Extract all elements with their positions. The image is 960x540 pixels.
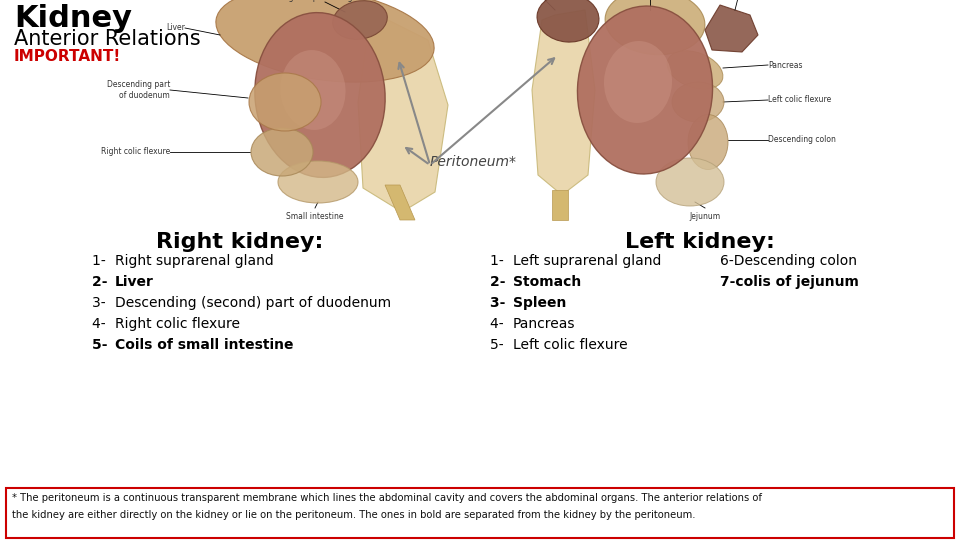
Text: * The peritoneum is a continuous transparent membrane which lines the abdominal : * The peritoneum is a continuous transpa… bbox=[12, 493, 762, 503]
Text: Left kidney:: Left kidney: bbox=[625, 232, 775, 252]
Ellipse shape bbox=[656, 158, 724, 206]
Text: Right kidney:: Right kidney: bbox=[156, 232, 324, 252]
Ellipse shape bbox=[537, 0, 599, 42]
Text: Right suprarenal gland: Right suprarenal gland bbox=[281, 0, 370, 2]
Text: Liver: Liver bbox=[166, 24, 185, 32]
Text: 3-: 3- bbox=[92, 296, 110, 310]
Text: Spleen: Spleen bbox=[513, 296, 566, 310]
Text: 1-: 1- bbox=[92, 254, 110, 268]
Text: 2-: 2- bbox=[92, 275, 112, 289]
Text: Left suprarenal gland: Left suprarenal gland bbox=[513, 254, 661, 268]
FancyBboxPatch shape bbox=[6, 488, 954, 538]
Text: 4-: 4- bbox=[490, 317, 508, 331]
Ellipse shape bbox=[604, 41, 672, 123]
Ellipse shape bbox=[688, 114, 728, 170]
Text: Stomach: Stomach bbox=[513, 275, 581, 289]
Text: 4-: 4- bbox=[92, 317, 110, 331]
Text: Pancreas: Pancreas bbox=[768, 60, 803, 70]
Text: 2-: 2- bbox=[490, 275, 511, 289]
Text: Liver: Liver bbox=[115, 275, 154, 289]
Text: Left colic flexure: Left colic flexure bbox=[768, 96, 831, 105]
Text: Descending colon: Descending colon bbox=[768, 136, 836, 145]
Ellipse shape bbox=[280, 50, 346, 130]
Text: 3-: 3- bbox=[490, 296, 511, 310]
PathPatch shape bbox=[532, 10, 595, 195]
Text: 6-Descending colon: 6-Descending colon bbox=[720, 254, 857, 268]
Text: IMPORTANT!: IMPORTANT! bbox=[14, 49, 121, 64]
Text: 5-: 5- bbox=[92, 338, 112, 352]
PathPatch shape bbox=[552, 190, 568, 220]
Ellipse shape bbox=[578, 6, 712, 174]
Ellipse shape bbox=[254, 12, 385, 177]
Text: Anterior Relations: Anterior Relations bbox=[14, 29, 201, 49]
Text: Pancreas: Pancreas bbox=[513, 317, 575, 331]
Text: Small intestine: Small intestine bbox=[286, 212, 344, 221]
PathPatch shape bbox=[705, 5, 758, 52]
Ellipse shape bbox=[249, 73, 321, 131]
Text: Descending (second) part of duodenum: Descending (second) part of duodenum bbox=[115, 296, 391, 310]
Text: Coils of small intestine: Coils of small intestine bbox=[115, 338, 294, 352]
Ellipse shape bbox=[216, 0, 434, 82]
Text: Peritoneum*: Peritoneum* bbox=[430, 155, 517, 169]
Text: Jejunum: Jejunum bbox=[689, 212, 721, 221]
Ellipse shape bbox=[667, 51, 723, 89]
Text: 5-: 5- bbox=[490, 338, 508, 352]
Ellipse shape bbox=[278, 161, 358, 203]
Text: Right colic flexure: Right colic flexure bbox=[115, 317, 240, 331]
Ellipse shape bbox=[672, 82, 724, 122]
PathPatch shape bbox=[358, 15, 448, 212]
Text: Right suprarenal gland: Right suprarenal gland bbox=[115, 254, 274, 268]
Text: Kidney: Kidney bbox=[14, 4, 132, 33]
Text: 7-colis of jejunum: 7-colis of jejunum bbox=[720, 275, 859, 289]
Ellipse shape bbox=[605, 0, 705, 55]
Ellipse shape bbox=[251, 128, 313, 176]
Text: Descending part
of duodenum: Descending part of duodenum bbox=[107, 80, 170, 100]
Ellipse shape bbox=[333, 1, 387, 39]
Text: Left colic flexure: Left colic flexure bbox=[513, 338, 628, 352]
Text: the kidney are either directly on the kidney or lie on the peritoneum. The ones : the kidney are either directly on the ki… bbox=[12, 510, 695, 520]
Text: 1-: 1- bbox=[490, 254, 508, 268]
Text: Right colic flexure: Right colic flexure bbox=[101, 147, 170, 157]
PathPatch shape bbox=[385, 185, 415, 220]
